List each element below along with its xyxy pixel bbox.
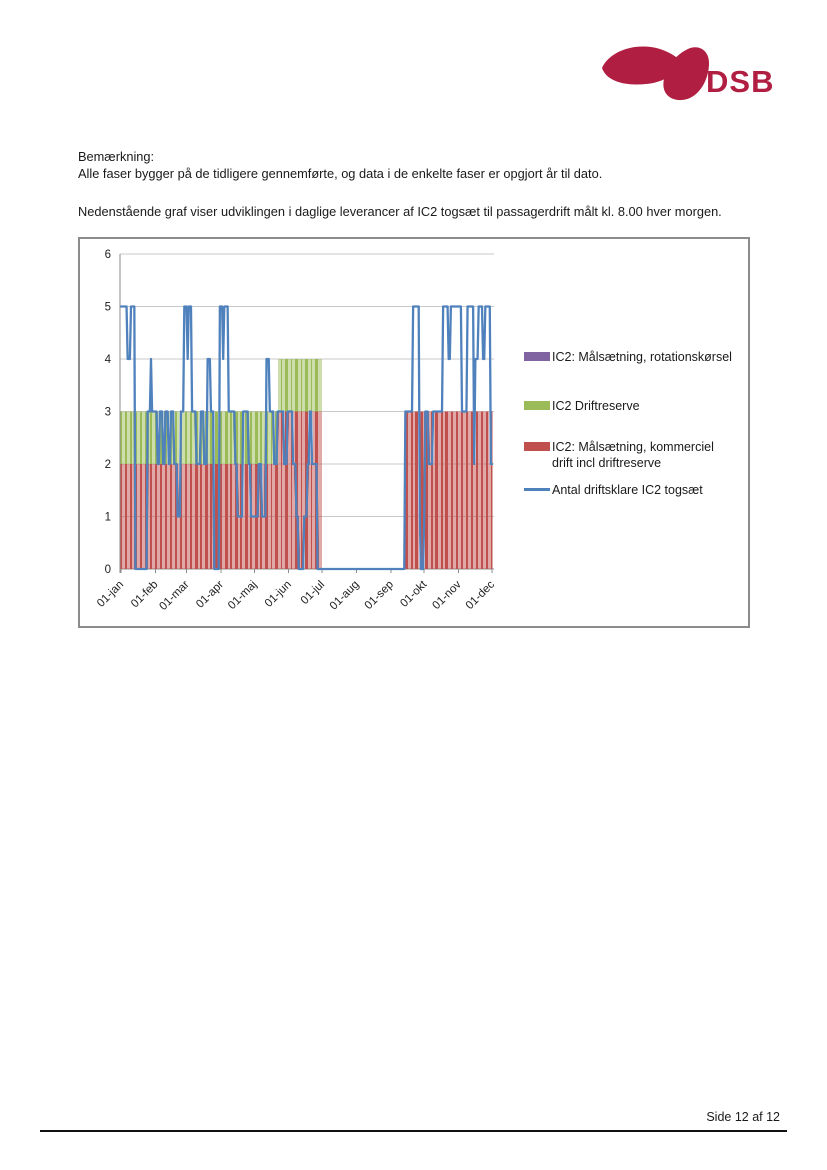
svg-text:01-okt: 01-okt — [398, 578, 430, 610]
legend-swatch-blue-line — [524, 488, 550, 491]
svg-text:4: 4 — [105, 354, 112, 366]
line-driftsklare-togsaet — [119, 305, 494, 571]
svg-text:6: 6 — [105, 249, 111, 261]
remark-block: Bemærkning: Alle faser bygger på de tidl… — [78, 148, 768, 182]
logo-swoosh-icon: DSB — [602, 46, 774, 101]
page-number: Side 12 af 12 — [706, 1110, 780, 1124]
chart-frame: 0 1 2 3 4 5 6 01-jan 01-feb 01-mar 01-apr 01-maj 01-… — [78, 237, 750, 628]
chart-legend: IC2: Målsætning, rotationskørsel IC2 Dri… — [524, 239, 742, 626]
legend-item-kommerciel-drift: IC2: Målsætning, kommerciel drift incl d… — [524, 439, 738, 471]
svg-text:1: 1 — [105, 512, 111, 524]
svg-text:01-nov: 01-nov — [430, 578, 464, 612]
legend-label: IC2: Målsætning, rotationskørsel — [552, 350, 732, 364]
legend-item-driftsklare: Antal driftsklare IC2 togsæt — [524, 482, 703, 498]
remark-heading: Bemærkning: — [78, 149, 155, 164]
svg-text:01-aug: 01-aug — [328, 579, 362, 613]
svg-text:2: 2 — [105, 459, 111, 471]
logo-text: DSB — [706, 64, 774, 99]
legend-swatch-green — [524, 401, 550, 410]
bars-kommerciel-drift — [120, 411, 493, 569]
legend-label: Antal driftsklare IC2 togsæt — [552, 483, 703, 497]
legend-label: IC2 Driftreserve — [552, 399, 640, 413]
chart-intro-text: Nedenstående graf viser udviklingen i da… — [78, 204, 722, 219]
svg-text:01-mar: 01-mar — [157, 579, 191, 613]
svg-text:01-jan: 01-jan — [95, 579, 126, 610]
svg-text:01-dec: 01-dec — [464, 578, 498, 612]
legend-item-rotationskorsel: IC2: Målsætning, rotationskørsel — [524, 349, 732, 365]
svg-text:01-maj: 01-maj — [226, 579, 259, 612]
svg-text:3: 3 — [105, 407, 111, 419]
svg-text:5: 5 — [105, 302, 111, 314]
svg-text:01-jun: 01-jun — [263, 579, 294, 610]
svg-text:0: 0 — [105, 564, 111, 576]
footer-rule — [40, 1130, 787, 1132]
svg-text:01-jul: 01-jul — [299, 579, 327, 607]
legend-label: IC2: Målsætning, kommerciel drift incl d… — [552, 440, 714, 470]
svg-text:01-feb: 01-feb — [129, 579, 161, 611]
svg-text:01-sep: 01-sep — [363, 579, 396, 612]
svg-text:01-apr: 01-apr — [194, 579, 226, 611]
legend-item-driftreserve: IC2 Driftreserve — [524, 398, 640, 414]
legend-swatch-purple — [524, 352, 550, 361]
legend-swatch-red — [524, 442, 550, 451]
remark-body: Alle faser bygger på de tidligere gennem… — [78, 166, 603, 181]
dsb-logo: DSB — [598, 40, 788, 108]
